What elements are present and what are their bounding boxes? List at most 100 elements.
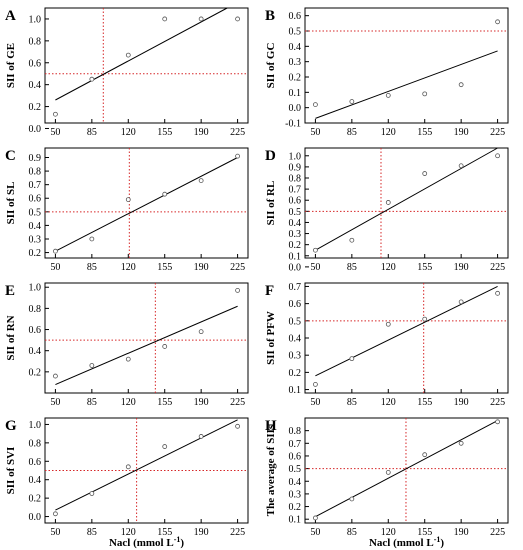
data-point [53, 511, 58, 517]
y-tick-label: 0.2 [289, 240, 302, 251]
y-tick-label: -0.1 [285, 119, 301, 130]
x-tick-label: 190 [194, 397, 209, 408]
plot-frame [304, 282, 509, 394]
data-point [162, 344, 168, 349]
y-axis-label: SII of SVI [5, 447, 17, 495]
panel-d: 0.00.10.20.30.40.50.60.70.80.91.0 50 85 120… [265, 147, 509, 273]
y-tick-label: 0.1 [289, 515, 302, 526]
y-tick-label: 0.0 [29, 124, 42, 135]
y-tick-label: 1.0 [29, 420, 42, 431]
data-point [53, 248, 58, 254]
panel-label: D [265, 148, 276, 164]
y-tick-label: 0.3 [289, 489, 302, 500]
data-point [53, 111, 58, 117]
panel-h: 0.1 0.2 0.30.4 0.5 0.60.7 0.8 50 85 120 155 190 225… [265, 417, 509, 538]
x-tick-label: 225 [490, 127, 505, 138]
y-axis-label: SII of PFW [265, 311, 277, 365]
y-tick-label: 0.0 [289, 262, 302, 273]
y-axis-label: SII of SL [5, 182, 17, 225]
x-tick-label: 155 [417, 397, 432, 408]
panel-label: H [265, 418, 277, 434]
y-tick-label: 0.6 [289, 11, 302, 22]
x-axis-label-right: Nacl (mmol L-1) [369, 535, 444, 549]
panel-label: F [265, 283, 274, 299]
x-tick-label: 50 [50, 262, 60, 273]
data-point [162, 191, 168, 197]
data-point [349, 496, 355, 502]
y-tick-label: 0.9 [29, 153, 42, 164]
x-tick-label: 120 [121, 127, 136, 138]
y-tick-label: 0.0 [289, 103, 302, 114]
x-tick-label: 190 [194, 527, 209, 538]
y-tick-label: 0.1 [289, 251, 302, 262]
x-tick-label: 85 [347, 397, 357, 408]
data-point [125, 52, 131, 58]
y-tick-label: 0.5 [289, 464, 302, 475]
x-tick-label: 50 [50, 397, 60, 408]
y-tick-label: 0.6 [289, 299, 302, 310]
y-tick-label: 0.8 [289, 174, 302, 185]
x-tick-label: 225 [230, 527, 245, 538]
y-axis-label: SII of GC [265, 43, 277, 89]
y-tick-label: 0.6 [29, 325, 42, 336]
y-tick-label: 0.2 [289, 73, 302, 84]
y-axis-label: SII of RN [5, 315, 17, 360]
data-point [125, 464, 131, 470]
regression-line [315, 50, 498, 119]
panel-c: 0.2 0.3 0.4 0.5 0.6 0.7 0.8 0.9 50 85 120 155 190 225… [5, 147, 249, 273]
y-tick-label: 0.4 [289, 334, 302, 345]
x-tick-label: 85 [347, 127, 357, 138]
y-tick-label: 0.4 [289, 42, 302, 53]
panel-label: E [5, 283, 15, 299]
y-tick-label: 0.4 [29, 346, 42, 357]
plot-frame [304, 147, 509, 259]
y-tick-label: 0.5 [29, 207, 42, 218]
data-point [349, 356, 355, 362]
data-point [198, 16, 204, 22]
y-tick-label: 0.2 [29, 494, 42, 505]
data-point [53, 373, 58, 379]
panel-label: A [5, 8, 16, 24]
y-tick-label: 0.4 [29, 80, 42, 91]
y-tick-label: 0.5 [289, 27, 302, 38]
plot-frame [44, 147, 249, 259]
data-point [385, 321, 391, 327]
y-tick-label: 0.9 [289, 162, 302, 173]
y-tick-label: 0.1 [289, 385, 302, 396]
x-tick-label: 50 [50, 127, 60, 138]
panel-label: G [5, 418, 17, 434]
data-point [422, 452, 428, 458]
panel-a: 0.0 0.2 0.4 0.6 0.8 1.0 50 85 120 155 190 225 A SII o… [5, 7, 249, 138]
regression-line [55, 7, 228, 101]
x-tick-label: 120 [121, 397, 136, 408]
data-point [385, 93, 391, 98]
x-tick-label: 50 [50, 527, 60, 538]
data-point [313, 102, 318, 107]
data-point [313, 382, 318, 387]
x-tick-label: 50 [310, 262, 320, 273]
x-tick-label: 190 [194, 127, 209, 138]
x-tick-label: 120 [381, 127, 396, 138]
data-point [89, 363, 95, 368]
x-tick-label: 225 [230, 262, 245, 273]
x-tick-label: 85 [87, 127, 97, 138]
y-tick-label: 0.2 [289, 502, 302, 513]
data-point [495, 419, 500, 425]
data-point [385, 200, 391, 205]
y-tick-label: 0.7 [289, 282, 302, 293]
data-point [422, 91, 428, 97]
y-tick-label: 0.0 [29, 512, 42, 523]
y-tick-label: 0.6 [29, 457, 42, 468]
x-tick-label: 225 [230, 397, 245, 408]
data-point [349, 237, 355, 243]
x-tick-label: 155 [157, 127, 172, 138]
y-tick-label: 0.6 [29, 58, 42, 69]
panel-e: 0.2 0.4 0.6 0.8 1.0 50 85 120 155 190 225 E SII of R… [5, 282, 249, 408]
y-tick-label: 0.2 [29, 248, 42, 259]
y-tick-label: 0.8 [29, 167, 42, 178]
x-tick-label: 190 [194, 262, 209, 273]
x-tick-label: 50 [310, 397, 320, 408]
x-tick-label: 120 [121, 262, 136, 273]
y-tick-label: 0.6 [29, 194, 42, 205]
